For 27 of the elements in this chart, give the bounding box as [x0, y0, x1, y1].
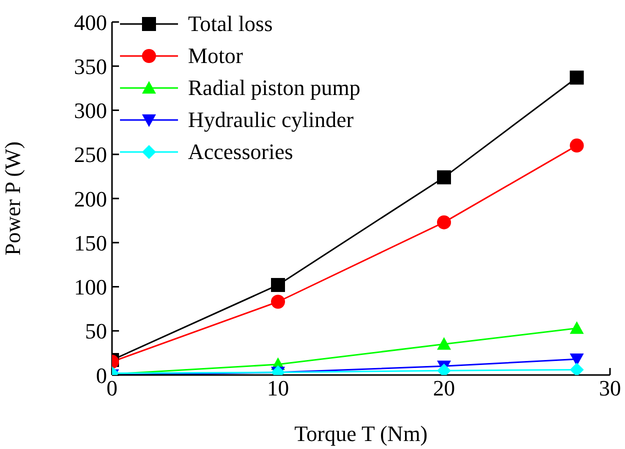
legend-label: Radial piston pump	[188, 74, 360, 102]
point	[437, 215, 451, 230]
y-tick-label: 350	[74, 54, 107, 79]
point	[570, 321, 584, 334]
y-tick-label: 150	[74, 230, 107, 256]
y-tick-label: 100	[74, 274, 107, 300]
y-tick-label: 400	[74, 10, 107, 35]
legend-label: Motor	[188, 42, 243, 70]
point	[271, 278, 285, 292]
x-tick-label: 10	[267, 376, 289, 401]
x-axis-title: Torque T (Nm)	[294, 421, 428, 446]
y-tick-label: 250	[74, 142, 107, 168]
x-tick-label: 30	[599, 376, 621, 401]
y-tick-label: 50	[85, 318, 107, 344]
legend-label: Hydraulic cylinder	[188, 106, 354, 134]
y-tick-label: 200	[74, 186, 107, 212]
point	[437, 170, 451, 184]
point	[570, 70, 584, 85]
point	[271, 294, 285, 309]
x-tick-label: 20	[433, 376, 455, 401]
y-axis-title: Power P (W)	[0, 141, 25, 256]
point	[570, 138, 584, 153]
legend-label: Accessories	[188, 138, 294, 166]
point	[437, 337, 451, 350]
legend-label: Total loss	[188, 10, 273, 38]
point	[570, 362, 584, 375]
y-tick-label: 300	[74, 98, 107, 124]
